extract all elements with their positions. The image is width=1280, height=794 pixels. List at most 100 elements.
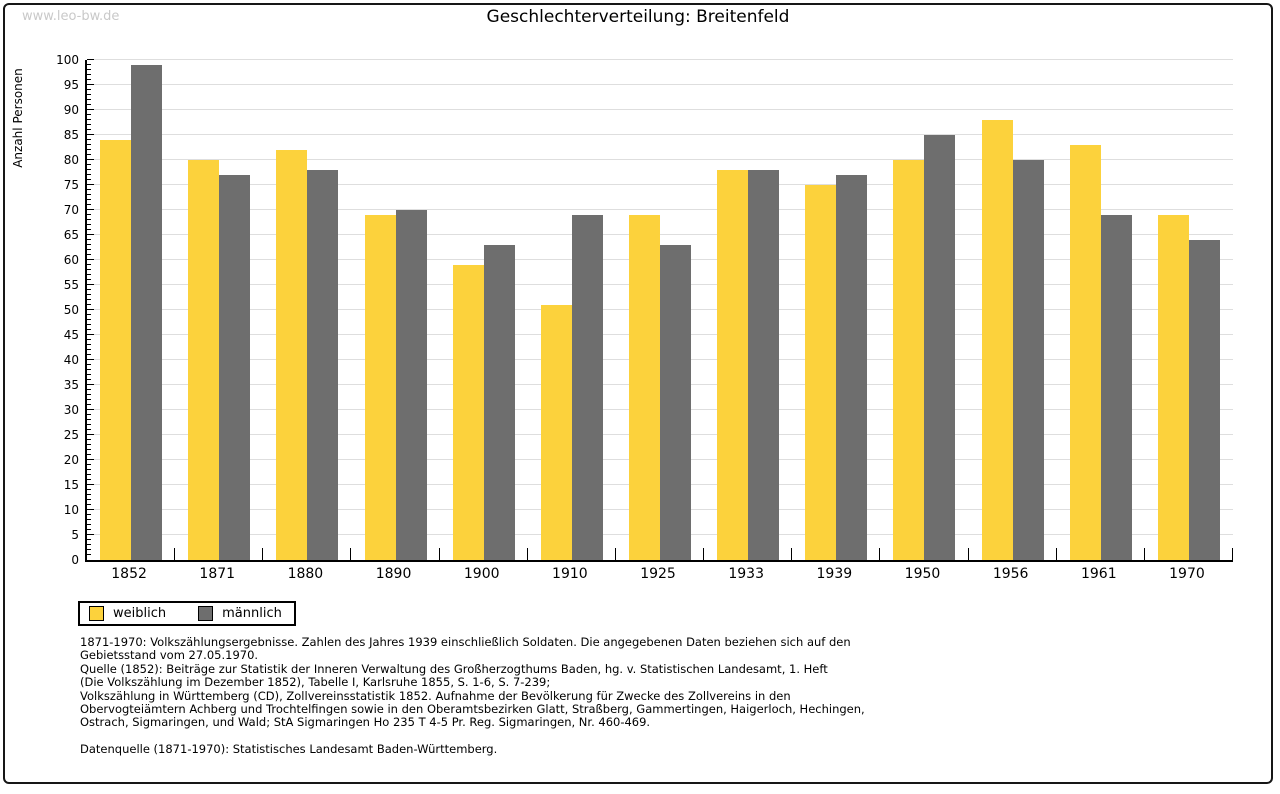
bar-weiblich-1933 [717,170,749,560]
plot-area [85,59,1233,562]
y-minor-tick [87,339,91,340]
x-tick-label: 1961 [1080,566,1117,582]
bar-group-1939 [792,60,880,560]
y-major-tick [87,409,94,410]
y-minor-tick [87,104,91,105]
y-minor-tick [87,99,91,100]
y-minor-tick [87,344,91,345]
gridline [87,134,1233,135]
y-tick-label: 70 [63,203,79,217]
x-boundary-tick [174,548,176,560]
y-minor-tick [87,139,91,140]
bar-weiblich-1961 [1069,145,1101,560]
y-minor-tick [87,524,91,525]
chart-title: Geschlechterverteilung: Breitenfeld [486,7,790,27]
y-minor-tick [87,179,91,180]
y-minor-tick [87,224,91,225]
y-tick-label: 0 [71,553,79,567]
y-tick-label: 75 [63,178,79,192]
y-minor-tick [87,499,91,500]
y-minor-tick [87,239,91,240]
y-minor-tick [87,549,91,550]
bar-männlich-1880 [307,170,339,560]
y-minor-tick [87,244,91,245]
y-minor-tick [87,174,91,175]
bar-group-1910 [528,60,616,560]
y-tick-label: 10 [63,503,79,517]
y-major-tick [87,259,94,260]
y-minor-tick [87,494,91,495]
x-boundary-tick [1143,548,1145,560]
bar-männlich-1852 [131,65,163,560]
bar-männlich-1925 [660,245,692,560]
bar-männlich-1910 [571,215,603,560]
bar-group-1900 [440,60,528,560]
bar-männlich-1950 [924,135,956,560]
gridline [87,84,1233,85]
y-minor-tick [87,464,91,465]
y-minor-tick [87,274,91,275]
y-minor-tick [87,124,91,125]
bar-weiblich-1925 [629,215,661,560]
y-minor-tick [87,349,91,350]
y-tick-label: 50 [63,303,79,317]
y-minor-tick [87,529,91,530]
bar-männlich-1939 [836,175,868,560]
legend-swatch-maennlich [198,606,214,621]
y-minor-tick [87,444,91,445]
x-tick-label: 1970 [1169,566,1205,582]
y-minor-tick [87,449,91,450]
y-minor-tick [87,394,91,395]
x-boundary-tick [879,548,881,560]
y-minor-tick [87,429,91,430]
y-tick-label: 65 [63,228,79,242]
x-boundary-tick [1232,548,1233,560]
y-tick-label: 5 [71,528,79,542]
y-minor-tick [87,189,91,190]
y-minor-tick [87,329,91,330]
y-major-tick [87,434,94,435]
y-minor-tick [87,374,91,375]
y-major-tick [87,159,94,160]
footnote-line: Ostrach, Sigmaringen, und Wald; StA Sigm… [80,715,651,730]
x-boundary-tick [791,548,793,560]
footnotes: 1871-1970: Volkszählungsergebnisse. Zahl… [80,635,865,756]
x-boundary-tick [1055,548,1057,560]
y-minor-tick [87,299,91,300]
bar-männlich-1970 [1188,240,1220,560]
y-tick-label: 100 [56,53,79,67]
y-minor-tick [87,304,91,305]
y-minor-tick [87,254,91,255]
gridline [87,159,1233,160]
y-major-tick [87,459,94,460]
y-tick-label: 35 [63,378,79,392]
bar-group-1871 [175,60,263,560]
y-minor-tick [87,294,91,295]
legend-label-maennlich: männlich [222,606,282,621]
bar-group-1961 [1057,60,1145,560]
y-minor-tick [87,324,91,325]
bar-weiblich-1910 [540,305,572,560]
y-minor-tick [87,399,91,400]
y-minor-tick [87,414,91,415]
datasource-line: Datenquelle (1871-1970): Statistisches L… [80,741,498,756]
y-major-tick [87,209,94,210]
y-major-tick [87,284,94,285]
legend-swatch-weiblich [89,606,104,621]
x-tick-label: 1880 [287,566,324,582]
y-minor-tick [87,474,91,475]
x-boundary-tick [703,548,705,560]
footnote-line: Volkszählung in Württemberg (CD), Zollve… [80,688,791,703]
y-minor-tick [87,469,91,470]
bar-männlich-1890 [395,210,427,560]
y-major-tick [87,234,94,235]
bar-weiblich-1956 [981,120,1013,560]
y-minor-tick [87,164,91,165]
y-minor-tick [87,144,91,145]
bar-groups [87,60,1233,560]
bar-männlich-1933 [748,170,780,560]
y-minor-tick [87,439,91,440]
y-minor-tick [87,169,91,170]
y-minor-tick [87,314,91,315]
bar-group-1925 [616,60,704,560]
